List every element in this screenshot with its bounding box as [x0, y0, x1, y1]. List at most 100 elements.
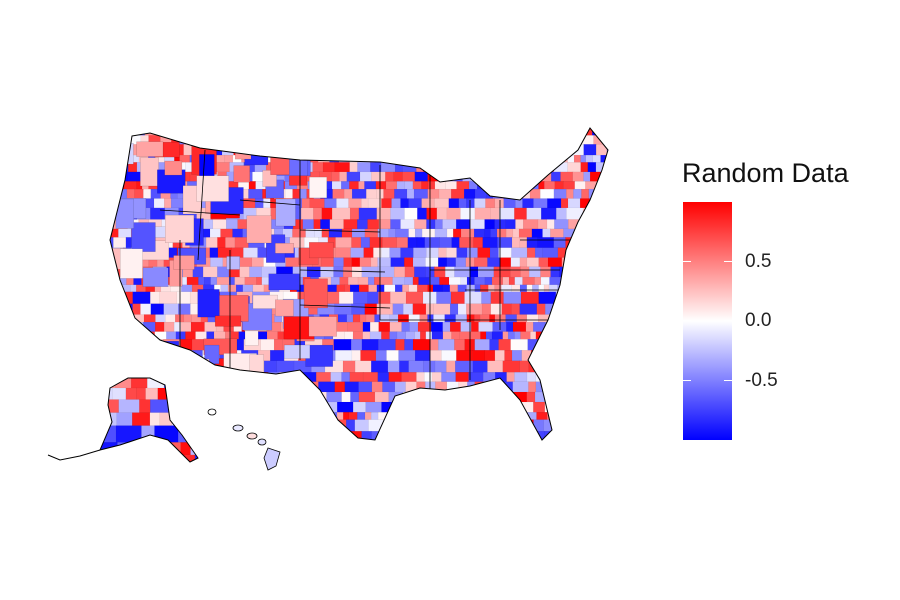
county — [600, 171, 608, 182]
county — [334, 162, 351, 173]
county — [198, 276, 205, 286]
county — [567, 321, 583, 333]
county — [467, 381, 476, 393]
county — [449, 284, 459, 293]
county — [385, 181, 398, 190]
county — [181, 378, 194, 389]
county — [175, 360, 194, 373]
county — [585, 154, 594, 163]
county — [190, 321, 205, 333]
county — [112, 387, 127, 400]
county — [390, 219, 401, 230]
county — [587, 257, 598, 268]
county — [390, 257, 405, 268]
county — [473, 237, 484, 249]
county — [197, 381, 213, 393]
county — [606, 257, 608, 268]
county — [418, 276, 430, 286]
county — [488, 284, 496, 293]
county — [132, 291, 151, 305]
county — [506, 154, 513, 163]
county — [303, 278, 328, 309]
county — [474, 284, 481, 293]
county — [501, 284, 512, 293]
county — [316, 372, 332, 383]
county — [474, 339, 490, 351]
county — [239, 266, 250, 278]
county — [174, 128, 186, 136]
county — [254, 198, 264, 209]
county — [357, 162, 371, 173]
county — [553, 441, 568, 451]
county — [460, 207, 476, 220]
county — [349, 372, 364, 383]
county — [504, 350, 513, 362]
county — [270, 412, 281, 421]
county — [387, 360, 400, 373]
county — [369, 331, 382, 340]
county — [416, 237, 426, 249]
county — [593, 372, 604, 383]
county — [204, 344, 220, 365]
county — [487, 257, 501, 268]
county — [263, 401, 277, 413]
county — [302, 372, 317, 383]
county — [414, 412, 421, 421]
county — [197, 289, 220, 318]
county — [344, 381, 360, 393]
county — [350, 391, 360, 403]
county — [380, 276, 393, 286]
county — [115, 425, 142, 443]
county — [110, 237, 114, 249]
county — [205, 237, 218, 249]
county — [113, 237, 127, 249]
county — [263, 360, 278, 373]
county — [515, 219, 524, 230]
county — [160, 128, 176, 136]
county — [330, 276, 341, 286]
county — [509, 162, 520, 173]
county — [136, 141, 164, 157]
county — [304, 135, 317, 145]
county — [212, 135, 223, 145]
county — [220, 228, 233, 238]
county — [434, 219, 443, 230]
county — [465, 419, 483, 432]
county — [438, 188, 452, 199]
county — [400, 128, 412, 136]
county — [369, 237, 383, 249]
county — [595, 162, 607, 173]
county — [569, 314, 578, 323]
county — [472, 144, 490, 156]
county — [381, 247, 391, 258]
county — [119, 248, 143, 279]
county — [244, 441, 253, 451]
county — [200, 441, 210, 451]
county — [439, 237, 453, 249]
county — [434, 198, 450, 209]
county — [460, 276, 468, 286]
county — [498, 339, 512, 351]
county — [434, 228, 448, 238]
county — [390, 291, 407, 305]
county — [120, 142, 134, 165]
county — [440, 401, 455, 413]
county — [503, 291, 522, 305]
county — [536, 303, 546, 315]
county — [549, 276, 562, 286]
county — [110, 331, 117, 340]
county — [233, 128, 246, 136]
county — [425, 412, 437, 421]
county — [158, 441, 168, 451]
county — [550, 228, 564, 238]
county — [370, 412, 379, 421]
county — [185, 135, 196, 145]
county — [302, 219, 315, 230]
county — [463, 128, 472, 136]
county — [430, 154, 439, 163]
county — [349, 207, 360, 220]
county — [185, 128, 195, 136]
county — [134, 342, 155, 367]
county — [288, 431, 299, 440]
county — [449, 303, 459, 315]
